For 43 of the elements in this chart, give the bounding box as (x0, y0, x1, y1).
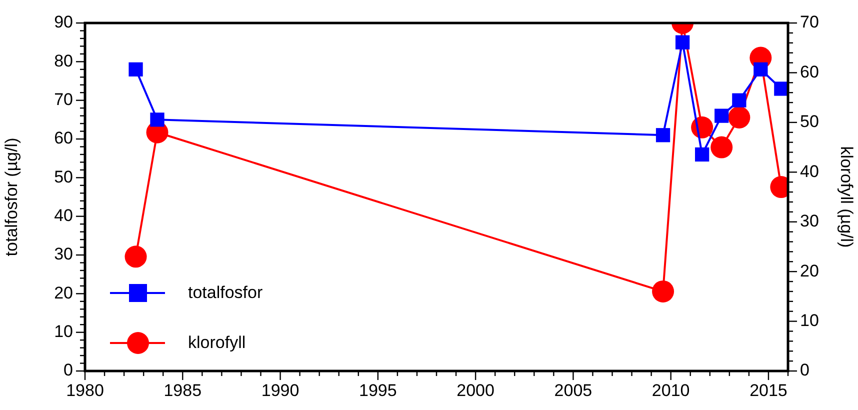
y-tick-label: 70 (54, 90, 73, 110)
x-tick-label: 2005 (554, 381, 592, 400)
y2-tick-label: 40 (800, 162, 819, 181)
y-tick-label: 10 (54, 322, 73, 342)
legend-label: totalfosfor (188, 283, 263, 303)
y2-tick-label: 30 (800, 212, 819, 231)
y-tick-label: 20 (54, 283, 73, 302)
x-tick-label: 1985 (164, 381, 202, 400)
x-tick-label: 1995 (359, 381, 397, 400)
y2-tick-label: 0 (800, 360, 810, 380)
y2-tick-label: 70 (800, 12, 819, 32)
point (656, 128, 670, 142)
point (675, 35, 690, 50)
point (732, 93, 746, 108)
y-tick-label: 60 (54, 128, 73, 148)
y-tick-label: 90 (54, 12, 73, 32)
point (124, 246, 147, 268)
y-tick-label: 40 (54, 206, 73, 226)
point (714, 108, 729, 123)
y-tick-label: 0 (64, 360, 73, 380)
point (728, 106, 750, 128)
legend-label: klorofyll (188, 333, 246, 353)
y-tick-label: 50 (54, 167, 73, 186)
y2-tick-label: 20 (800, 261, 819, 280)
point (710, 136, 733, 158)
y2-axis-title: klorofyll (µg/l) (837, 146, 856, 248)
x-tick-label: 1990 (261, 381, 300, 400)
point (128, 62, 143, 76)
y2-tick-label: 10 (800, 310, 819, 330)
y2-tick-label: 60 (800, 62, 819, 82)
point (652, 280, 674, 302)
point (774, 82, 788, 96)
point (150, 112, 164, 127)
y-tick-label: 80 (54, 51, 73, 70)
y2-tick-label: 50 (800, 112, 819, 132)
point (695, 147, 710, 162)
y-tick-label: 30 (54, 244, 73, 264)
x-tick-label: 2015 (750, 381, 788, 400)
x-tick-label: 1980 (66, 381, 104, 400)
point (754, 62, 768, 76)
x-tick-label: 2010 (652, 381, 690, 400)
x-tick-label: 2000 (456, 381, 494, 400)
y-axis-title: totalfosfor (µg/l) (2, 138, 21, 256)
